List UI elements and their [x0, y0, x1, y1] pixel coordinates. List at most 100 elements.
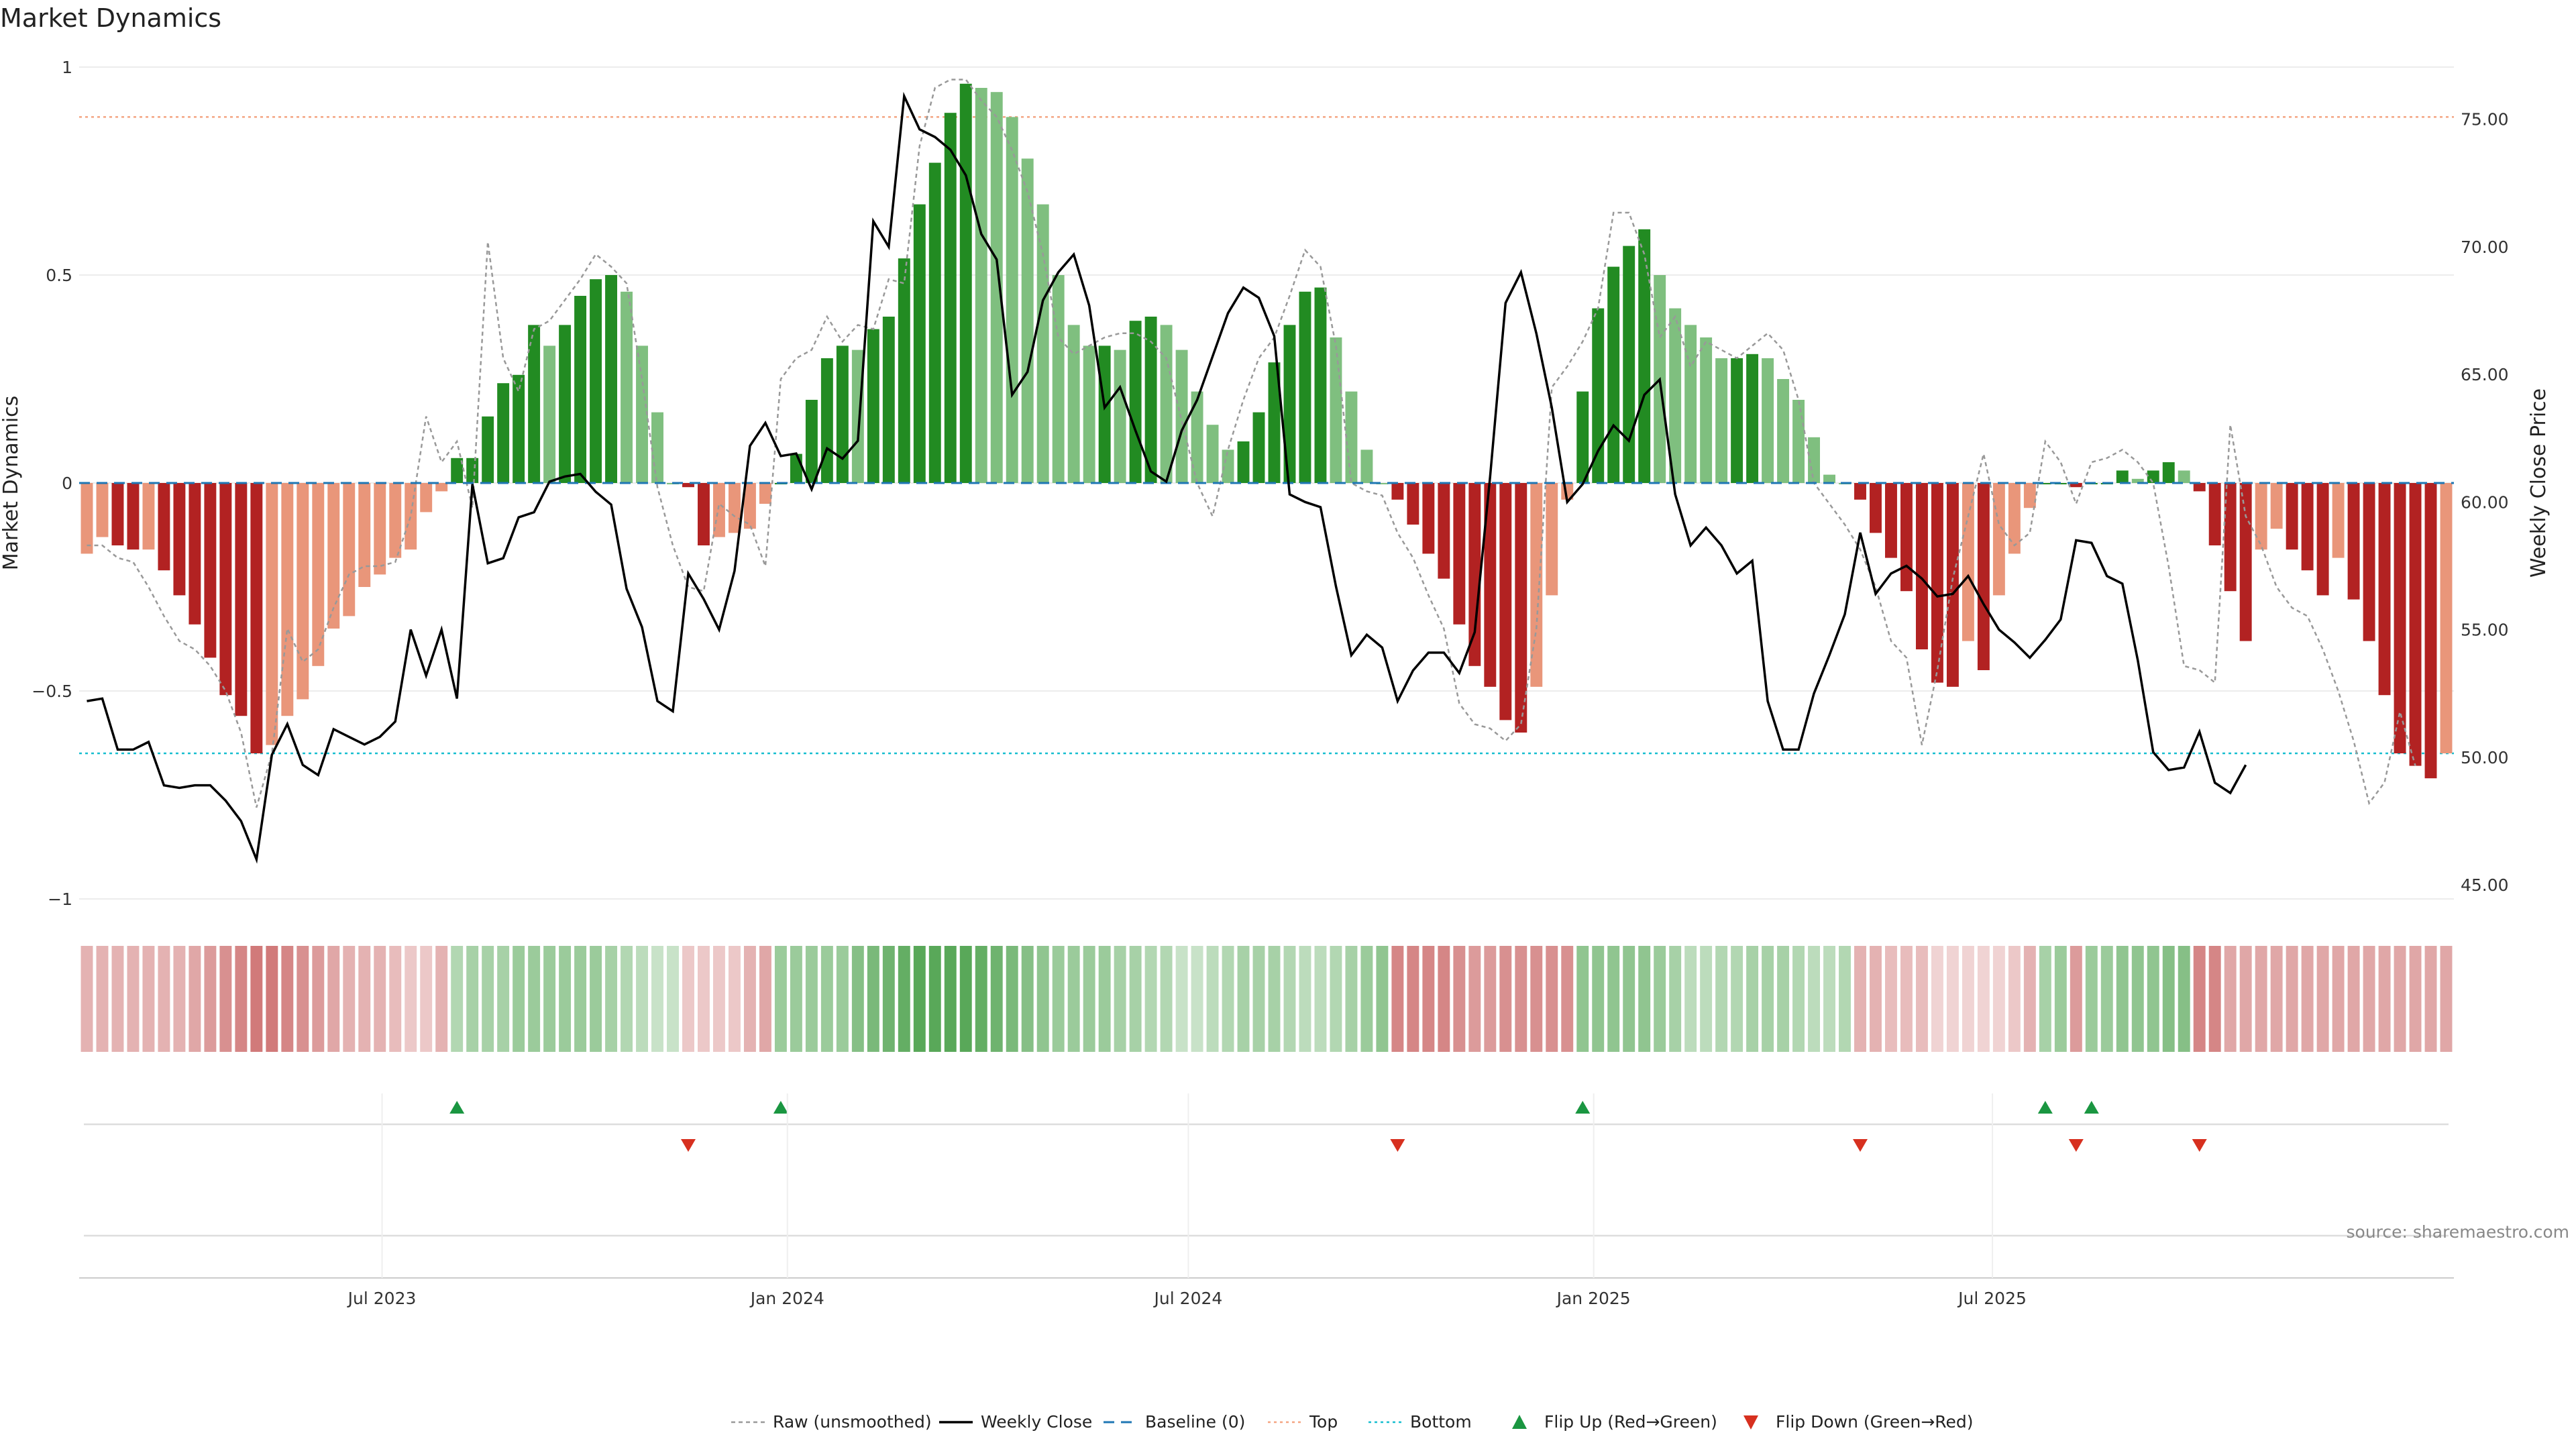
bar	[1576, 391, 1589, 483]
bar	[2286, 483, 2298, 550]
legend-swatch	[1743, 1415, 1758, 1430]
bar	[1083, 345, 1095, 483]
legend-item-baseline: Baseline (0)	[1104, 1412, 1245, 1432]
right-axis-title: Weekly Close Price	[2527, 388, 2551, 578]
strength-cell	[482, 946, 494, 1052]
bar	[944, 113, 957, 483]
strength-cell	[1422, 946, 1435, 1052]
strength-cell	[1823, 946, 1835, 1052]
bar	[636, 345, 648, 483]
bar	[2332, 483, 2345, 558]
bar	[1515, 483, 1527, 733]
strength-cell	[96, 946, 109, 1052]
left-tick-label: −1	[48, 890, 72, 909]
bar	[1067, 325, 1080, 483]
bar	[559, 325, 572, 483]
strength-cell	[1746, 946, 1759, 1052]
bar	[2440, 483, 2453, 753]
strength-cell	[1438, 946, 1450, 1052]
strength-cell	[2239, 946, 2252, 1052]
bar	[882, 317, 895, 483]
x-tick-label: Jan 2025	[1556, 1289, 1631, 1308]
strength-cell	[959, 946, 972, 1052]
strength-cell	[1083, 946, 1095, 1052]
bar	[2131, 478, 2144, 483]
strength-cell	[1299, 946, 1311, 1052]
bar	[173, 483, 186, 596]
left-tick-label: −0.5	[32, 682, 72, 701]
chart-title: Market Dynamics	[0, 3, 221, 33]
bar	[189, 483, 201, 625]
bar	[466, 458, 479, 483]
bar	[1453, 483, 1466, 625]
strength-cell	[712, 946, 725, 1052]
left-axis-ticks: 1 0.5 0 −0.5 −1	[32, 58, 72, 909]
strength-cell	[451, 946, 464, 1052]
bar	[820, 358, 833, 483]
bar	[1006, 117, 1018, 483]
strength-cell	[774, 946, 787, 1052]
bar	[1669, 308, 1682, 483]
strength-cell	[1977, 946, 1990, 1052]
strength-cell	[851, 946, 864, 1052]
bar	[990, 92, 1003, 483]
strength-cell	[1330, 946, 1342, 1052]
bar	[1638, 229, 1651, 483]
strength-cell	[1129, 946, 1142, 1052]
strength-cell	[2162, 946, 2175, 1052]
strength-cell	[820, 946, 833, 1052]
bar	[2178, 470, 2190, 483]
strength-cell	[497, 946, 510, 1052]
bar	[343, 483, 356, 616]
bar	[2162, 462, 2175, 483]
bar	[2070, 483, 2082, 488]
strength-cell	[1468, 946, 1481, 1052]
bar	[497, 383, 510, 483]
strength-cell	[1484, 946, 1497, 1052]
flip-down-marker	[680, 1139, 696, 1152]
bar	[2378, 483, 2391, 696]
right-tick-label: 50.00	[2461, 748, 2509, 767]
flip-up-marker	[2037, 1101, 2053, 1114]
legend-label: Bottom	[1410, 1412, 1472, 1432]
x-tick-label: Jan 2024	[749, 1289, 824, 1308]
legend-label: Baseline (0)	[1145, 1412, 1245, 1432]
strength-cell	[235, 946, 248, 1052]
weekly-close-line	[87, 91, 2247, 864]
bar	[1114, 350, 1126, 483]
bar	[959, 83, 972, 484]
bar	[1977, 483, 1990, 670]
strength-cell	[759, 946, 771, 1052]
strength-cell	[2270, 946, 2283, 1052]
bar	[389, 483, 402, 558]
legend-item-raw: Raw (unsmoothed)	[731, 1412, 932, 1432]
bar	[975, 88, 987, 483]
strength-cell	[2255, 946, 2267, 1052]
strength-cell	[80, 946, 93, 1052]
strength-cell	[1561, 946, 1574, 1052]
x-tick-label: Jul 2023	[347, 1289, 417, 1308]
strength-cell	[1283, 946, 1296, 1052]
strength-cell	[405, 946, 417, 1052]
bar	[1715, 358, 1728, 483]
bar	[297, 483, 309, 700]
strength-cell	[2301, 946, 2314, 1052]
bar	[1499, 483, 1512, 720]
strength-cell	[1808, 946, 1821, 1052]
bar	[2363, 483, 2375, 641]
bar	[836, 345, 849, 483]
bar	[621, 291, 633, 483]
bar	[1731, 358, 1743, 483]
strength-cell	[698, 946, 710, 1052]
strength-cell	[420, 946, 433, 1052]
bar	[728, 483, 741, 533]
bar	[528, 325, 541, 483]
bar	[2409, 483, 2422, 766]
strength-cell	[2085, 946, 2098, 1052]
strength-cell	[1360, 946, 1373, 1052]
strength-cell	[2116, 946, 2129, 1052]
strength-cell	[1576, 946, 1589, 1052]
bar	[1915, 483, 1928, 649]
strength-cell	[2054, 946, 2067, 1052]
